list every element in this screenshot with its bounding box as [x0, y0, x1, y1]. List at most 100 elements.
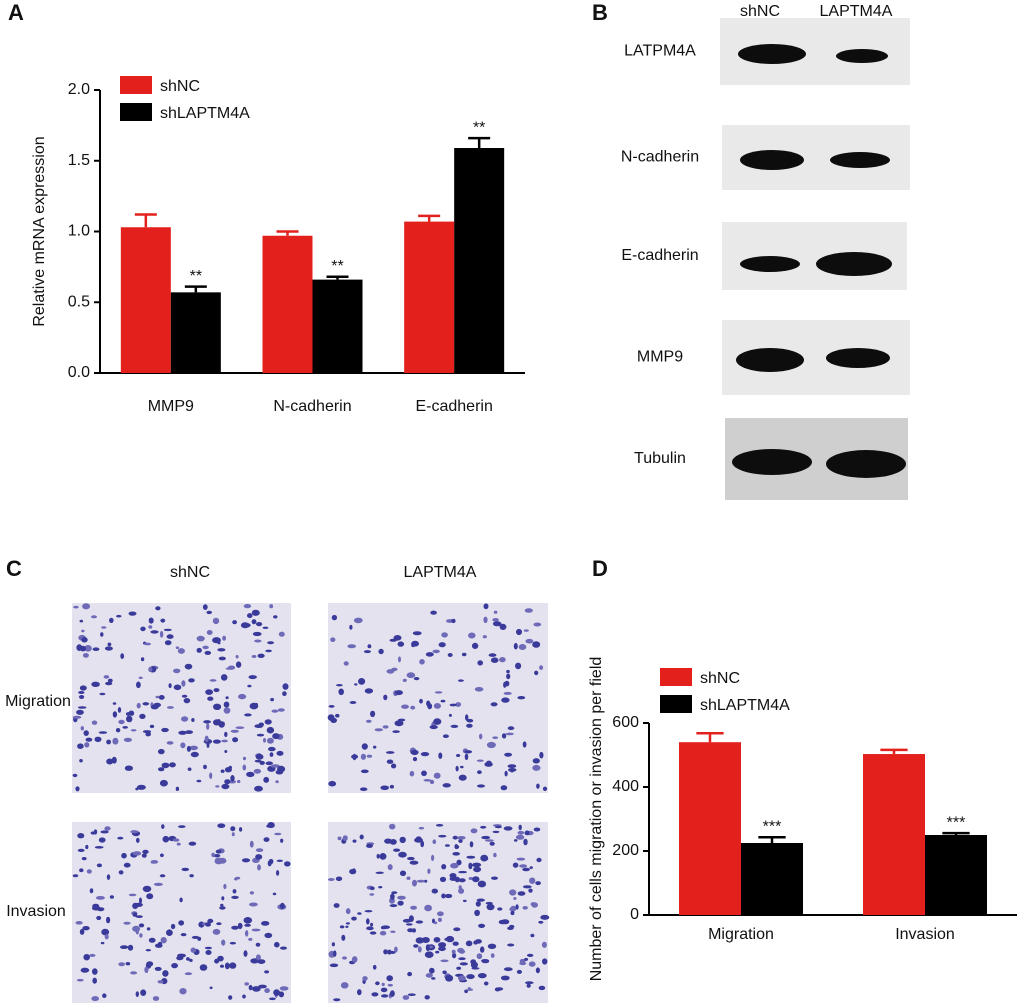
cell	[442, 783, 451, 788]
cell	[264, 719, 272, 725]
cell	[432, 839, 437, 844]
cell	[513, 897, 517, 900]
cell	[509, 907, 516, 912]
cell	[213, 688, 220, 693]
cell	[366, 754, 373, 758]
cell	[391, 667, 398, 672]
image-row-label: Migration	[5, 693, 71, 710]
cell	[116, 614, 122, 618]
cell	[477, 660, 484, 666]
cell	[81, 857, 87, 861]
cell	[455, 702, 462, 707]
cell	[275, 780, 279, 784]
cell	[189, 874, 194, 878]
cell	[535, 967, 541, 974]
cell	[371, 992, 379, 997]
cell	[406, 672, 416, 679]
cell	[255, 854, 263, 860]
cell	[92, 647, 100, 651]
cell	[456, 754, 461, 757]
cell	[257, 864, 261, 871]
cell	[399, 836, 406, 844]
cell	[249, 840, 254, 848]
legend-label: shNC	[160, 78, 200, 95]
cell	[518, 824, 522, 831]
cell	[212, 617, 220, 625]
bar	[170, 292, 221, 373]
cell	[380, 987, 388, 993]
cell	[135, 991, 139, 997]
cell	[458, 888, 465, 894]
cell	[499, 657, 506, 663]
cell	[159, 630, 164, 638]
cell	[277, 708, 285, 712]
x-tick-label: Migration	[708, 926, 774, 943]
cell	[380, 785, 390, 791]
cell	[196, 647, 202, 653]
cell	[391, 763, 397, 769]
cell	[228, 995, 233, 1000]
cell	[411, 640, 419, 647]
cell	[513, 642, 518, 650]
cell	[155, 695, 160, 699]
cell	[501, 733, 507, 739]
cell	[492, 830, 500, 834]
cell	[457, 947, 464, 953]
cell	[118, 870, 124, 875]
bar	[312, 279, 363, 373]
cell	[265, 649, 272, 653]
cell	[82, 926, 90, 931]
x-tick-label: E-cadherin	[415, 398, 492, 415]
cell	[397, 718, 406, 722]
cell	[467, 987, 472, 991]
cell	[522, 741, 527, 748]
cell	[410, 905, 417, 910]
cell	[251, 928, 261, 932]
cell	[367, 644, 372, 649]
cell	[219, 906, 226, 910]
cell	[139, 713, 146, 720]
cell	[279, 986, 289, 991]
cell	[454, 843, 458, 850]
x-tick-label: MMP9	[148, 398, 194, 415]
cell	[349, 868, 357, 875]
cell	[202, 645, 209, 650]
cell	[468, 877, 474, 880]
cell	[284, 861, 291, 867]
cell	[456, 859, 462, 866]
cell	[394, 720, 404, 727]
cell	[212, 739, 221, 744]
cell	[122, 726, 128, 729]
cell	[424, 951, 434, 958]
cell	[486, 903, 495, 911]
cell	[528, 961, 536, 967]
cell	[450, 862, 459, 869]
cell	[103, 675, 110, 679]
cell	[79, 928, 85, 935]
cell	[407, 928, 414, 933]
cell	[450, 724, 459, 729]
cell	[375, 871, 384, 874]
cell	[374, 728, 383, 732]
cell	[220, 903, 224, 907]
cell	[255, 942, 261, 947]
cell	[209, 986, 213, 990]
cell	[181, 867, 190, 872]
cell	[415, 920, 424, 924]
cell	[94, 736, 102, 742]
cell	[464, 753, 469, 760]
cell	[433, 937, 441, 943]
cell	[75, 786, 80, 792]
blot-band	[830, 152, 890, 168]
cell	[477, 973, 487, 979]
cell	[452, 952, 457, 959]
cell	[441, 893, 446, 899]
cell	[423, 779, 432, 782]
cell	[232, 620, 238, 625]
cell	[453, 927, 461, 932]
cell	[362, 976, 368, 981]
cell	[466, 974, 475, 980]
cell	[242, 623, 251, 628]
cell	[276, 750, 284, 756]
cell	[255, 954, 261, 961]
